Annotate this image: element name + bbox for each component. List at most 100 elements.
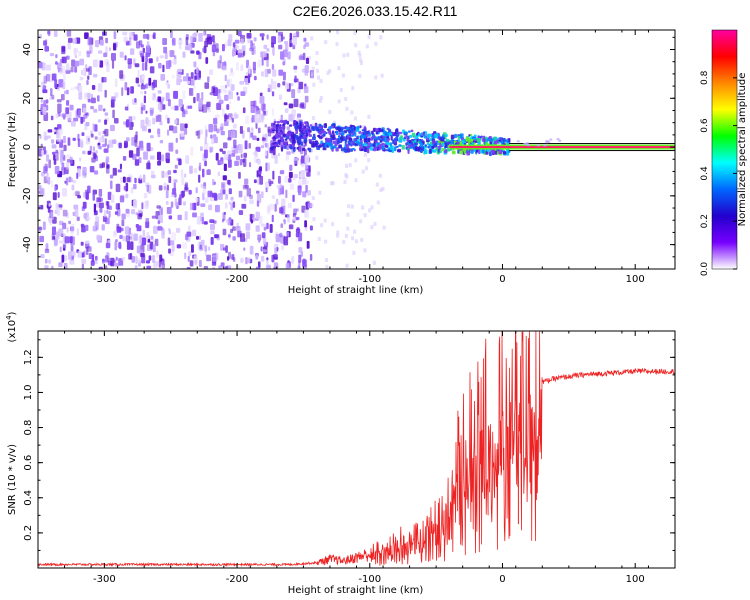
noise-cell	[166, 184, 169, 191]
noise-cell	[174, 164, 178, 169]
noise-cell	[122, 176, 126, 183]
noise-cell	[361, 169, 365, 174]
signal-cell	[473, 139, 477, 142]
noise-cell	[79, 76, 84, 81]
noise-cell	[228, 100, 232, 105]
noise-cell	[305, 57, 310, 64]
noise-cell	[44, 258, 48, 264]
noise-cell	[245, 257, 248, 265]
noise-cell	[242, 107, 246, 114]
noise-cell	[239, 158, 243, 166]
noise-cell	[212, 255, 218, 262]
signal-cell	[279, 124, 282, 127]
noise-cell	[123, 36, 128, 43]
noise-cell	[70, 87, 75, 91]
noise-cell	[172, 37, 176, 46]
noise-cell	[228, 91, 233, 100]
noise-cell	[288, 171, 293, 178]
noise-cell	[229, 71, 234, 77]
signal-cell	[472, 136, 474, 139]
noise-cell	[125, 193, 129, 199]
noise-cell	[140, 84, 146, 90]
signal-cell	[451, 150, 456, 155]
carrier-line	[449, 146, 675, 149]
noise-cell	[298, 81, 304, 90]
signal-cell	[446, 139, 450, 142]
signal-cell	[363, 138, 366, 142]
noise-cell	[279, 188, 284, 195]
noise-cell	[213, 124, 218, 132]
noise-cell	[180, 169, 184, 178]
signal-cell	[410, 129, 414, 133]
noise-cell	[335, 42, 339, 47]
noise-cell	[54, 166, 60, 175]
noise-cell	[274, 203, 277, 212]
noise-cell	[345, 263, 349, 268]
noise-cell	[316, 68, 319, 73]
noise-cell	[261, 36, 264, 41]
noise-cell	[280, 205, 286, 215]
signal-cell	[454, 133, 458, 139]
noise-cell	[198, 235, 201, 240]
noise-cell	[104, 128, 109, 137]
noise-cell	[43, 166, 48, 174]
signal-cell	[283, 119, 287, 124]
noise-cell	[310, 203, 314, 208]
noise-cell	[165, 92, 170, 102]
noise-cell	[198, 162, 202, 171]
noise-cell	[81, 225, 86, 233]
noise-cell	[55, 54, 58, 59]
signal-cell	[470, 138, 474, 142]
colorbar-tick-label: 0.0	[700, 262, 710, 277]
signal-cell	[276, 123, 279, 128]
noise-cell	[286, 151, 291, 155]
noise-cell	[89, 45, 93, 54]
noise-cell	[358, 74, 362, 78]
noise-cell	[295, 232, 300, 238]
noise-cell	[78, 50, 82, 57]
signal-cell	[394, 146, 397, 152]
noise-cell	[133, 34, 138, 41]
noise-cell	[105, 165, 110, 174]
noise-cell	[169, 50, 175, 58]
noise-cell	[130, 86, 134, 94]
noise-cell	[156, 205, 161, 209]
noise-cell	[134, 159, 140, 166]
noise-cell	[109, 174, 114, 179]
noise-cell	[249, 47, 254, 52]
noise-cell	[105, 265, 108, 269]
noise-cell	[142, 47, 145, 53]
noise-cell	[47, 30, 51, 37]
colorbar-label: Normalized spectral amplitude	[737, 73, 748, 227]
noise-cell	[61, 162, 65, 171]
noise-cell	[291, 89, 296, 99]
noise-cell	[97, 95, 100, 102]
noise-cell	[45, 243, 49, 251]
noise-cell	[56, 151, 59, 161]
noise-cell	[221, 182, 226, 190]
noise-cell	[212, 267, 216, 269]
noise-cell	[287, 214, 290, 223]
noise-cell	[150, 235, 154, 240]
noise-cell	[261, 191, 264, 199]
noise-cell	[62, 81, 66, 90]
noise-cell	[240, 257, 244, 263]
noise-cell	[75, 109, 81, 118]
signal-cell	[345, 144, 350, 149]
signal-cell	[360, 134, 364, 139]
signal-cell	[329, 143, 334, 146]
noise-cell	[261, 57, 264, 66]
noise-cell	[147, 238, 151, 243]
noise-cell	[167, 129, 170, 136]
signal-cell	[312, 136, 316, 141]
noise-cell	[281, 245, 285, 251]
noise-cell	[204, 136, 207, 145]
x-tick-label: -100	[358, 574, 381, 585]
noise-cell	[262, 137, 266, 141]
noise-cell	[134, 177, 137, 184]
noise-cell	[277, 35, 282, 43]
signal-cell	[441, 147, 445, 152]
signal-cell	[457, 139, 460, 142]
noise-cell	[220, 85, 226, 92]
